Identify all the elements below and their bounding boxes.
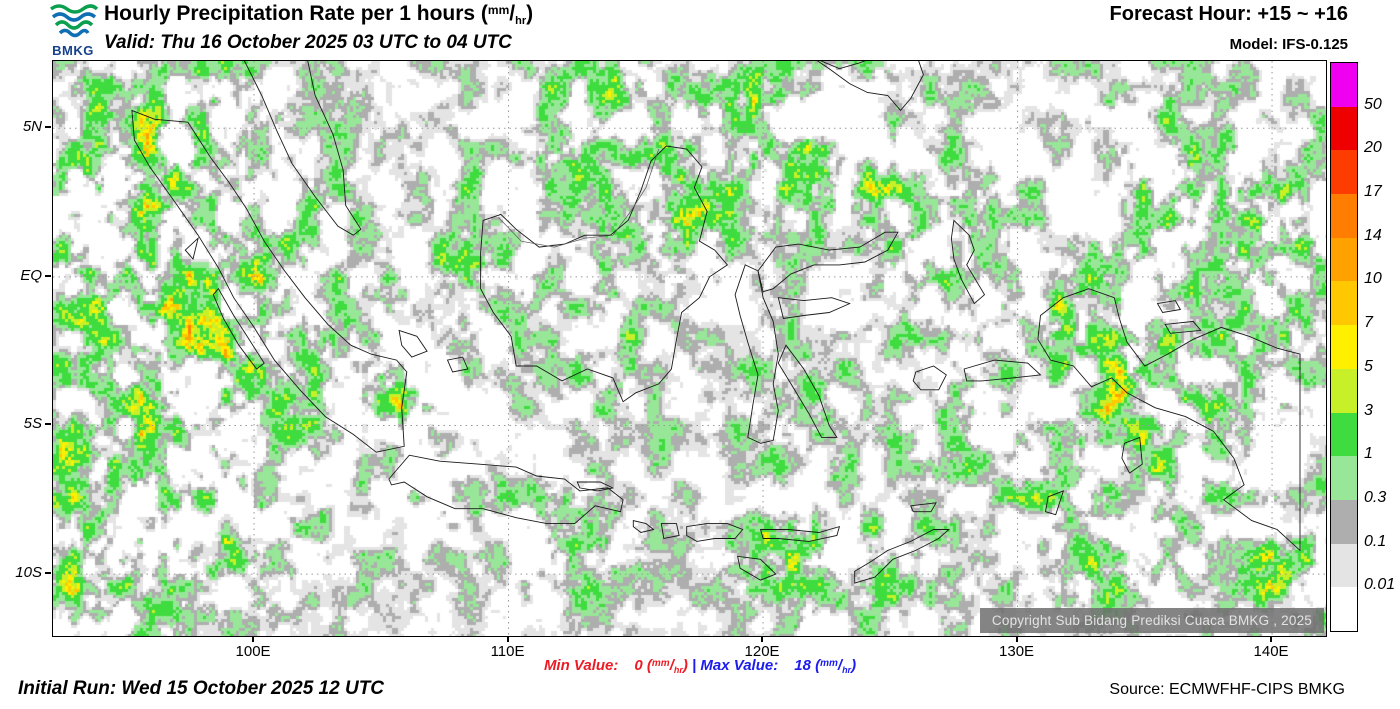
y-axis-tick	[45, 572, 51, 575]
map-frame: Copyright Sub Bidang Prediksi Cuaca BMKG…	[52, 60, 1327, 637]
legend-label: 20	[1364, 139, 1382, 157]
legend-label: 7	[1364, 314, 1373, 332]
y-axis-tick	[45, 423, 51, 426]
y-axis-tick	[45, 274, 51, 277]
legend-color-7	[1331, 368, 1357, 413]
y-axis-label: 5S	[23, 415, 42, 433]
bmkg-logo-icon	[49, 4, 99, 38]
legend-color-11	[1331, 543, 1357, 588]
legend-color-8	[1331, 412, 1357, 457]
min-label: Min Value:	[543, 657, 619, 674]
legend-color-5	[1331, 281, 1357, 326]
source-credit: Source: ECMWFHF-CIPS BMKG	[1109, 681, 1345, 698]
precip-canvas	[53, 61, 1326, 636]
initial-run: Initial Run: Wed 15 October 2025 12 UTC	[18, 678, 385, 699]
legend-color-6	[1331, 325, 1357, 369]
y-axis-label: EQ	[20, 266, 42, 284]
min-value: 0	[634, 657, 643, 674]
coastline-layer	[53, 61, 1326, 636]
legend-color-3	[1331, 194, 1357, 238]
valid-time: Valid: Thu 16 October 2025 03 UTC to 04 …	[104, 32, 512, 53]
map-area: Copyright Sub Bidang Prediksi Cuaca BMKG…	[53, 61, 1326, 636]
legend-color-2	[1331, 150, 1357, 195]
legend-color-10	[1331, 499, 1357, 544]
title-main: Hourly Precipitation Rate per 1 hours (	[104, 2, 488, 25]
legend-color-1	[1331, 106, 1357, 151]
legend-label: 0.3	[1364, 488, 1387, 506]
bmkg-logo: BMKG	[44, 1, 102, 58]
y-axis-label: 5N	[22, 118, 42, 136]
legend-label: 0.1	[1364, 532, 1387, 550]
legend-label: 5	[1364, 357, 1373, 375]
legend-label: 3	[1364, 401, 1373, 419]
legend-color-0	[1331, 63, 1357, 107]
y-axis-label: 10S	[15, 564, 42, 582]
title-close: )	[526, 2, 534, 25]
bmkg-logo-text: BMKG	[52, 43, 94, 58]
minmax-separator: |	[692, 657, 697, 674]
forecast-hour: Forecast Hour: +15 ~ +16	[1109, 3, 1348, 25]
unit-hr: hr	[515, 15, 527, 27]
legend-label: 1	[1364, 445, 1373, 463]
copyright-watermark: Copyright Sub Bidang Prediksi Cuaca BMKG…	[979, 608, 1324, 633]
legend-color-4	[1331, 237, 1357, 282]
page-title: Hourly Precipitation Rate per 1 hours (m…	[104, 2, 533, 27]
legend-label: 50	[1364, 95, 1382, 113]
unit-slash: /	[509, 2, 516, 25]
legend-color-12	[1331, 587, 1357, 631]
legend-label: 0.01	[1364, 576, 1396, 594]
max-label: Max Value:	[700, 657, 779, 674]
legend-labels: 50 20 17 14 10 7 5 3 1 0.3 0.1 0.01	[1364, 62, 1400, 630]
unit-mm: mm	[487, 3, 510, 17]
forecast-block: Forecast Hour: +15 ~ +16 Model: IFS-0.12…	[1110, 3, 1348, 53]
legend-label: 14	[1364, 226, 1382, 244]
legend-colorbar	[1330, 62, 1358, 632]
title-block: Hourly Precipitation Rate per 1 hours (m…	[104, 2, 533, 54]
y-axis-tick	[45, 126, 51, 129]
legend-label: 17	[1364, 183, 1382, 201]
legend-color-9	[1331, 456, 1357, 500]
legend-label: 10	[1364, 270, 1382, 288]
max-value: 18	[794, 657, 811, 674]
model-name: Model: IFS-0.125	[1229, 36, 1348, 53]
minmax-line: Min Value: 0 (mm/hr) | Max Value: 18 (mm/h…	[543, 657, 857, 675]
